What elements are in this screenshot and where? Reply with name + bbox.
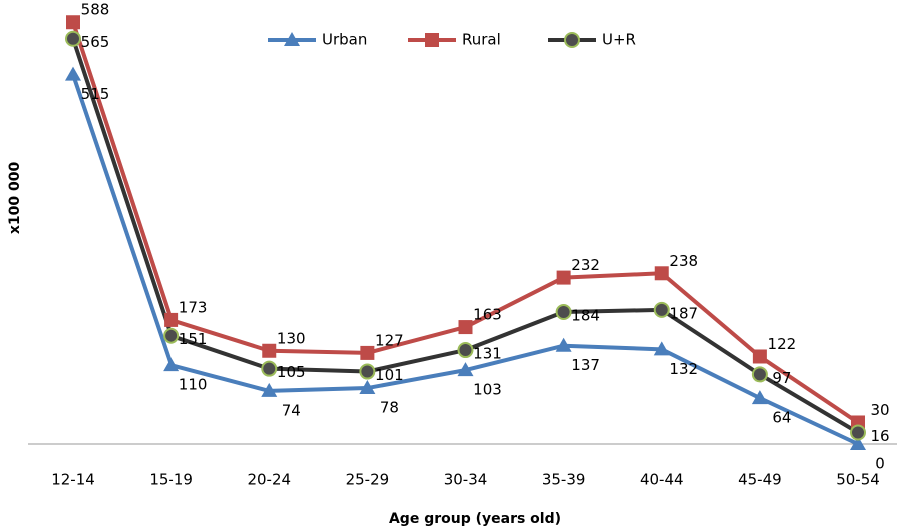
data-label: 238 — [669, 252, 698, 270]
data-label: 16 — [870, 427, 889, 445]
x-tick-label: 50-54 — [836, 471, 880, 489]
data-label: 78 — [380, 399, 399, 417]
marker — [284, 32, 300, 46]
data-label: 173 — [179, 298, 208, 316]
x-tick-label: 25-29 — [346, 471, 390, 489]
x-tick-label: 35-39 — [542, 471, 586, 489]
x-tick-label: 15-19 — [149, 471, 193, 489]
data-label: 110 — [179, 376, 208, 394]
data-label: 74 — [282, 401, 301, 419]
data-label: 565 — [81, 33, 110, 51]
data-label: 103 — [473, 381, 502, 399]
data-label: 588 — [81, 1, 110, 19]
marker — [65, 30, 81, 47]
data-label: 151 — [179, 330, 208, 348]
legend-label: U+R — [602, 31, 636, 49]
data-label: 122 — [768, 335, 797, 353]
data-label: 132 — [669, 360, 698, 378]
marker — [360, 345, 375, 360]
legend-label: Urban — [322, 31, 367, 49]
data-label: 130 — [277, 329, 306, 347]
marker — [262, 343, 277, 358]
marker — [163, 357, 180, 372]
data-label: 232 — [571, 256, 600, 274]
x-tick-label: 20-24 — [247, 471, 291, 489]
marker — [359, 380, 376, 395]
marker — [261, 382, 278, 397]
x-axis-title: Age group (years old) — [389, 511, 561, 527]
data-label: 163 — [473, 306, 502, 324]
marker — [653, 341, 670, 356]
data-label: 97 — [772, 369, 791, 387]
legend-label: Rural — [462, 31, 501, 49]
marker — [752, 349, 767, 364]
marker — [555, 304, 572, 321]
x-tick-label: 12-14 — [51, 471, 95, 489]
marker — [653, 301, 670, 318]
y-axis-title: x100 000 — [7, 162, 23, 235]
data-label: 64 — [772, 409, 791, 427]
marker — [261, 360, 278, 377]
marker — [850, 436, 866, 450]
marker — [164, 312, 179, 327]
x-tick-label: 30-34 — [444, 471, 488, 489]
data-label: 105 — [277, 363, 306, 381]
data-label: 0 — [875, 455, 885, 473]
data-label: 101 — [375, 366, 404, 384]
data-label: 30 — [870, 401, 889, 419]
marker — [458, 320, 473, 335]
data-label: 184 — [571, 307, 600, 325]
data-label: 131 — [473, 345, 502, 363]
marker — [457, 362, 474, 377]
data-label: 187 — [669, 304, 698, 322]
data-label: 127 — [375, 331, 404, 349]
x-tick-label: 45-49 — [738, 471, 782, 489]
marker — [654, 266, 669, 281]
marker — [556, 270, 571, 285]
marker — [359, 363, 376, 380]
marker — [163, 327, 180, 344]
data-label: 137 — [571, 356, 600, 374]
marker — [457, 342, 474, 359]
marker — [66, 15, 80, 30]
x-tick-label: 40-44 — [640, 471, 684, 489]
marker — [751, 366, 768, 383]
marker — [850, 424, 866, 441]
marker — [65, 66, 81, 81]
marker — [425, 33, 439, 47]
marker — [564, 32, 580, 48]
marker — [555, 337, 572, 352]
data-label: 515 — [81, 85, 110, 103]
marker — [751, 390, 768, 405]
